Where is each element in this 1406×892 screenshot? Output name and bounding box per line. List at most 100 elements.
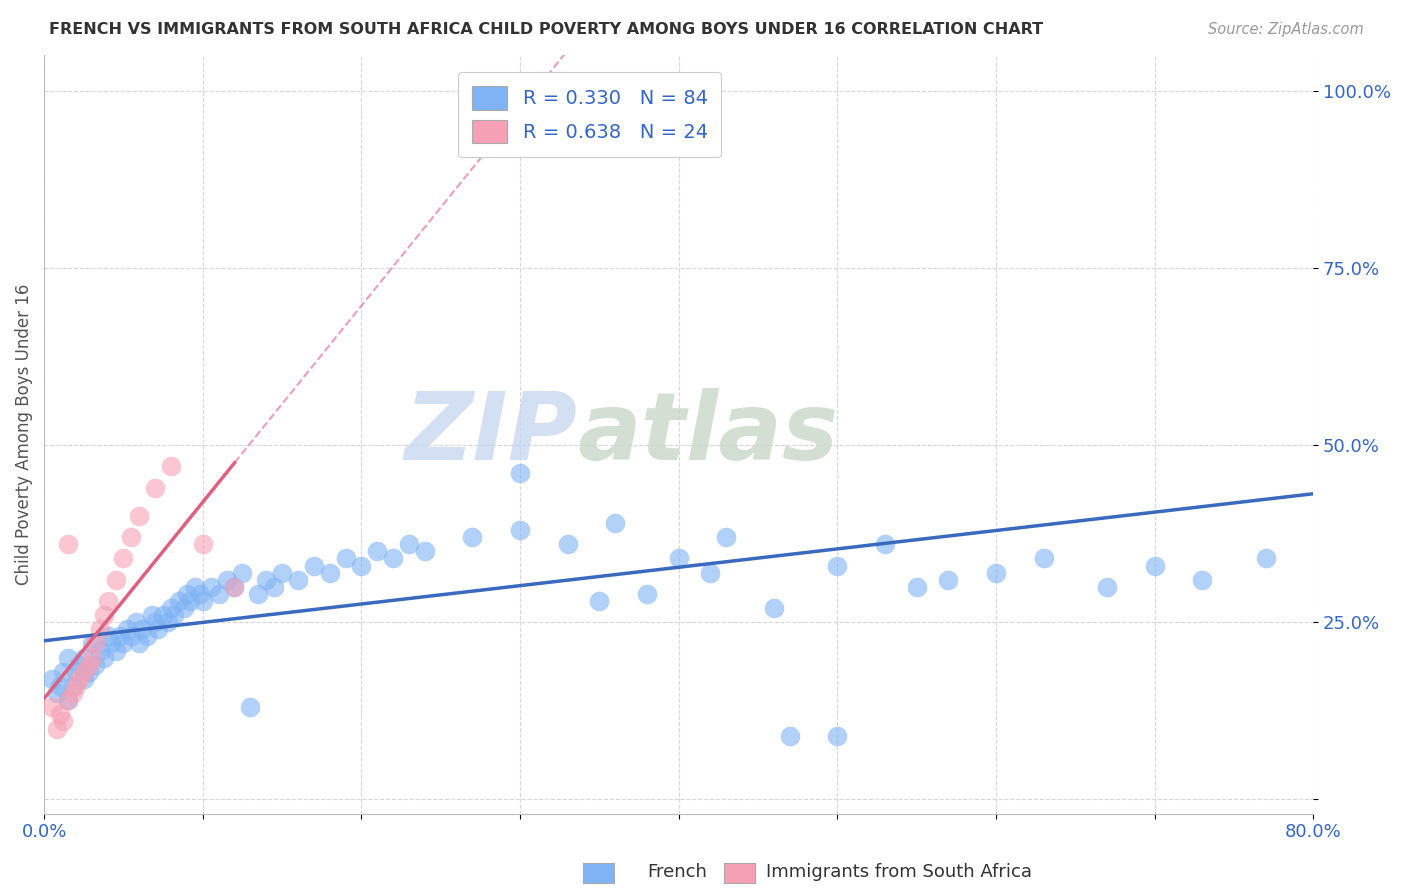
Text: atlas: atlas — [576, 388, 838, 481]
Point — [104, 643, 127, 657]
Point — [263, 580, 285, 594]
Point — [83, 636, 105, 650]
Point — [636, 587, 658, 601]
Point — [112, 551, 135, 566]
Point — [191, 594, 214, 608]
Point — [413, 544, 436, 558]
Point — [65, 679, 87, 693]
Point — [67, 672, 90, 686]
Point — [128, 636, 150, 650]
Point — [41, 700, 63, 714]
Point — [56, 650, 79, 665]
Point — [302, 558, 325, 573]
Point — [52, 665, 75, 679]
Point — [62, 686, 84, 700]
Point — [287, 573, 309, 587]
Point — [762, 601, 785, 615]
Point — [143, 615, 166, 630]
Point — [382, 551, 405, 566]
Point — [509, 523, 531, 537]
Point — [224, 580, 246, 594]
Legend: R = 0.330   N = 84, R = 0.638   N = 24: R = 0.330 N = 84, R = 0.638 N = 24 — [458, 72, 721, 157]
Point — [45, 686, 67, 700]
Point — [239, 700, 262, 714]
Point — [188, 587, 211, 601]
Point — [271, 566, 294, 580]
Point — [97, 629, 120, 643]
Point — [156, 615, 179, 630]
Point — [49, 707, 72, 722]
Point — [104, 573, 127, 587]
Text: Source: ZipAtlas.com: Source: ZipAtlas.com — [1208, 22, 1364, 37]
Point — [461, 530, 484, 544]
Point — [557, 537, 579, 551]
Point — [605, 516, 627, 530]
Point — [509, 467, 531, 481]
Point — [77, 665, 100, 679]
Point — [67, 657, 90, 672]
Point — [136, 629, 159, 643]
Point — [938, 573, 960, 587]
Point — [128, 508, 150, 523]
Point — [873, 537, 896, 551]
Point — [49, 679, 72, 693]
Point — [62, 679, 84, 693]
Point — [125, 615, 148, 630]
Point — [73, 665, 96, 679]
Point — [984, 566, 1007, 580]
Point — [56, 693, 79, 707]
Point — [207, 587, 229, 601]
Point — [160, 459, 183, 474]
Point — [699, 566, 721, 580]
Point — [115, 622, 138, 636]
Point — [56, 537, 79, 551]
Point — [160, 601, 183, 615]
Point — [80, 636, 103, 650]
Point — [1398, 140, 1406, 154]
Point — [163, 608, 186, 623]
Point — [80, 650, 103, 665]
Point — [167, 594, 190, 608]
Point — [73, 672, 96, 686]
Y-axis label: Child Poverty Among Boys Under 16: Child Poverty Among Boys Under 16 — [15, 284, 32, 585]
Point — [141, 608, 163, 623]
Point — [65, 665, 87, 679]
Point — [668, 551, 690, 566]
Point — [179, 594, 201, 608]
Point — [191, 537, 214, 551]
Point — [184, 580, 207, 594]
Point — [45, 722, 67, 736]
Point — [89, 622, 111, 636]
Point — [398, 537, 420, 551]
Point — [1254, 551, 1277, 566]
Point — [366, 544, 388, 558]
Point — [1032, 551, 1054, 566]
Point — [1143, 558, 1166, 573]
Point — [716, 530, 738, 544]
Point — [56, 693, 79, 707]
Point — [73, 650, 96, 665]
Point — [231, 566, 253, 580]
Point — [215, 573, 238, 587]
Point — [52, 714, 75, 729]
Point — [93, 650, 115, 665]
Point — [827, 558, 849, 573]
Point — [1095, 580, 1118, 594]
Point — [89, 643, 111, 657]
Point — [173, 601, 195, 615]
Point — [200, 580, 222, 594]
Point — [143, 481, 166, 495]
Point — [905, 580, 928, 594]
Point — [93, 608, 115, 623]
Text: French: French — [647, 863, 707, 881]
Point — [120, 530, 142, 544]
Text: FRENCH VS IMMIGRANTS FROM SOUTH AFRICA CHILD POVERTY AMONG BOYS UNDER 16 CORRELA: FRENCH VS IMMIGRANTS FROM SOUTH AFRICA C… — [49, 22, 1043, 37]
Point — [77, 657, 100, 672]
Point — [176, 587, 198, 601]
Point — [152, 608, 174, 623]
Point — [1191, 573, 1213, 587]
Text: ZIP: ZIP — [405, 388, 576, 481]
Point — [112, 636, 135, 650]
Point — [41, 672, 63, 686]
Point — [827, 729, 849, 743]
